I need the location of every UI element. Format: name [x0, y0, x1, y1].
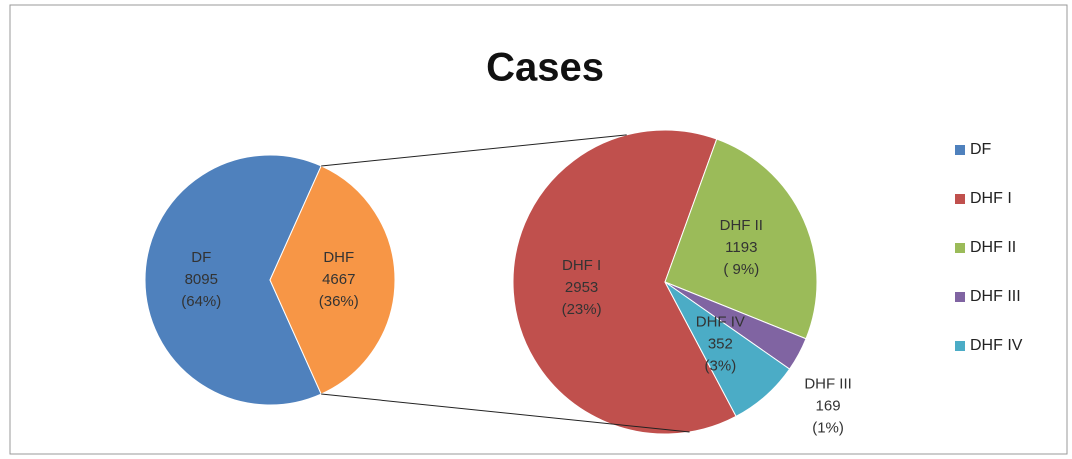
chart-title: Cases: [486, 46, 604, 90]
pie-slice: [664, 281, 791, 418]
slice-value: 2953: [565, 279, 598, 296]
slice-value: 4667: [322, 271, 355, 288]
slice-percent: (3%): [705, 358, 737, 375]
slice-value: 169: [816, 397, 841, 414]
slice-percent: (1%): [812, 419, 844, 436]
slice-label: DHF IV: [696, 314, 745, 331]
legend-swatch: [955, 194, 965, 204]
slice-label: DHF II: [720, 217, 763, 234]
slice-percent: (36%): [319, 293, 359, 310]
legend-label: DF: [970, 141, 992, 158]
legend-label: DHF II: [970, 239, 1016, 256]
pie-slice: [144, 154, 322, 406]
connector-line: [321, 393, 690, 433]
legend-swatch: [955, 243, 965, 253]
slice-percent: (64%): [181, 293, 221, 310]
slice-percent: (23%): [562, 301, 602, 318]
legend-label: DHF III: [970, 288, 1021, 305]
pie-slice: [512, 129, 737, 435]
slice-label: DHF I: [562, 257, 601, 274]
slice-label: DHF: [323, 249, 354, 266]
legend-swatch: [955, 341, 965, 351]
legend-label: DHF I: [970, 190, 1012, 207]
slice-label: DF: [191, 249, 211, 266]
slice-value: 352: [708, 336, 733, 353]
legend-swatch: [955, 145, 965, 155]
pie-slice: [269, 165, 396, 395]
slice-percent: ( 9%): [723, 261, 759, 278]
legend-label: DHF IV: [970, 337, 1023, 354]
connector-line: [321, 134, 627, 167]
legend-swatch: [955, 292, 965, 302]
slice-value: 1193: [725, 239, 757, 256]
pie-slice: [664, 138, 818, 340]
slice-value: 8095: [185, 271, 218, 288]
slice-label: DHF III: [804, 375, 852, 392]
